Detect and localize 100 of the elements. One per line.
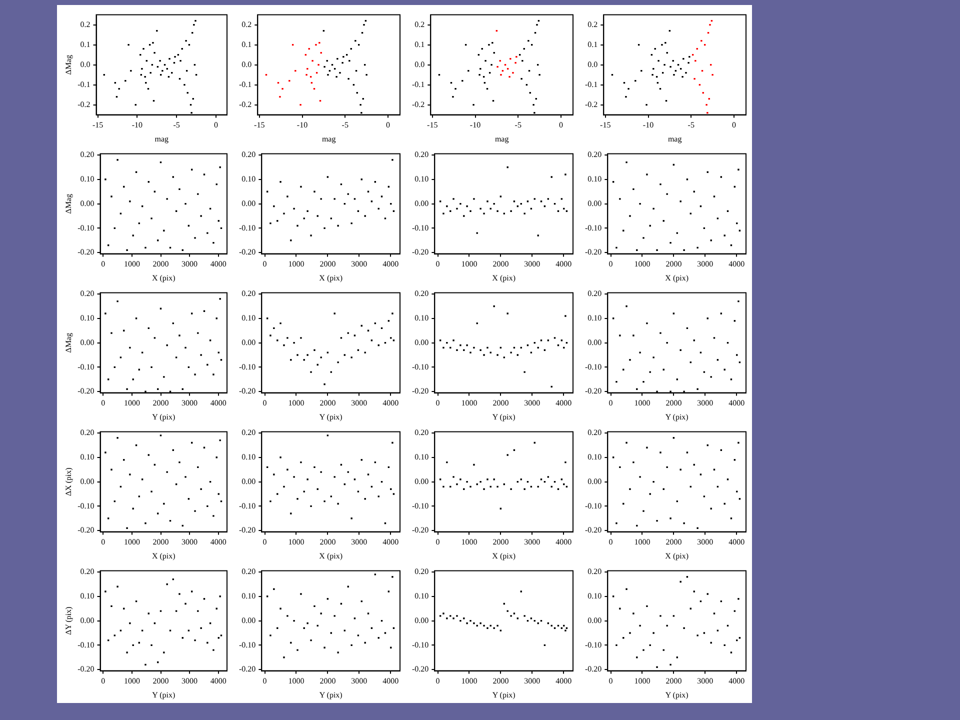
x-tick-label: 2000: [152, 676, 169, 686]
y-tick-label: 0.0: [242, 60, 252, 69]
y-tick-label: 0.10: [242, 452, 256, 462]
y-tick-label: 0.1: [588, 40, 598, 49]
x-axis-title: mag: [668, 134, 682, 144]
y-tick-label: -0.10: [412, 223, 429, 232]
x-tick-label: 2000: [152, 260, 169, 269]
y-tick-label: -0.1: [412, 80, 425, 89]
y-tick-label: -0.10: [584, 640, 602, 650]
y-tick-label: 0.10: [80, 592, 94, 601]
y-tick-label: 0.2: [414, 20, 425, 29]
x-tick-label: 3000: [697, 538, 714, 547]
y-tick-label: 0.20: [414, 150, 429, 160]
y-tick-label: 0.20: [242, 428, 256, 438]
x-tick-label: 4000: [556, 260, 572, 269]
x-axis-title: X (pix): [492, 551, 516, 560]
y-tick-label: 0.1: [242, 40, 252, 49]
y-tick-label: 0.00: [242, 476, 256, 486]
x-tick-label: 0: [436, 676, 440, 686]
y-tick-label: 0.10: [414, 174, 429, 184]
x-tick-label: -15: [427, 120, 438, 130]
y-tick-label: 0.00: [414, 476, 429, 486]
x-axis-title: mag: [322, 134, 336, 144]
y-tick-label: -0.1: [78, 80, 90, 89]
x-tick-label: 2000: [666, 260, 682, 269]
x-tick-label: 4000: [556, 398, 572, 408]
x-tick-label: 3000: [351, 538, 368, 547]
x-tick-label: 1000: [124, 260, 140, 269]
y-tick-label: 0.00: [588, 476, 602, 486]
x-tick-label: -5: [342, 120, 348, 130]
x-axis-title: mag: [154, 134, 169, 144]
y-tick-label: -0.10: [238, 362, 256, 372]
y-tick-label: -0.20: [412, 248, 429, 257]
x-tick-label: 1000: [461, 398, 478, 408]
y-tick-label: 0.00: [588, 198, 602, 208]
x-tick-label: 2000: [492, 260, 509, 269]
x-tick-label: 1000: [634, 260, 650, 269]
y-tick-label: -0.20: [238, 664, 256, 674]
x-tick-label: -5: [688, 120, 694, 130]
y-tick-label: 0.00: [80, 198, 94, 208]
y-tick-label: -0.10: [412, 362, 429, 372]
x-tick-label: 4000: [728, 676, 745, 686]
y-tick-label: 0.10: [588, 452, 602, 462]
x-axis-title: X (pix): [665, 551, 689, 560]
y-tick-label: 0.10: [414, 452, 429, 462]
y-tick-label: 0.00: [414, 338, 429, 347]
x-axis-title: Y (pix): [665, 412, 689, 422]
y-tick-label: -0.10: [412, 640, 429, 650]
y-tick-label: -0.20: [584, 664, 602, 674]
x-tick-label: 0: [608, 398, 613, 408]
y-tick-label: 0.20: [242, 150, 256, 160]
y-tick-label: 0.00: [242, 616, 256, 625]
x-tick-label: 3000: [182, 260, 198, 269]
y-tick-label: 0.20: [588, 428, 602, 438]
y-tick-label: -0.20: [78, 248, 94, 257]
x-axis-title: X (pix): [492, 273, 516, 282]
x-tick-label: 0: [608, 260, 613, 269]
y-tick-label: -0.20: [412, 664, 429, 674]
x-tick-label: -15: [254, 120, 265, 130]
y-tick-label: -0.2: [238, 100, 252, 109]
y-tick-label: 0.20: [414, 428, 429, 438]
x-tick-label: -10: [296, 120, 308, 130]
y-tick-label: -0.20: [78, 664, 94, 674]
y-tick-label: 0.20: [588, 567, 602, 576]
x-tick-label: 3000: [524, 676, 540, 686]
x-tick-label: 0: [262, 398, 267, 408]
x-tick-label: 3000: [182, 538, 198, 547]
y-tick-label: 0.10: [414, 592, 429, 601]
y-tick-label: -0.2: [412, 100, 425, 109]
x-tick-label: 0: [436, 538, 440, 547]
y-tick-label: 0.2: [80, 20, 90, 29]
x-tick-label: 0: [732, 120, 736, 130]
y-tick-label: 0.20: [414, 567, 429, 576]
y-tick-label: -0.10: [78, 362, 94, 372]
x-tick-label: -5: [514, 120, 522, 130]
x-tick-label: 0: [101, 260, 106, 269]
x-tick-label: 4000: [210, 398, 226, 408]
y-axis-title: ΔMag: [64, 54, 73, 75]
x-tick-label: 1000: [634, 398, 650, 408]
y-tick-label: 0.0: [414, 60, 425, 69]
y-tick-label: 0.20: [80, 289, 94, 298]
x-tick-label: 1000: [124, 538, 140, 547]
x-tick-label: 3000: [524, 398, 540, 408]
y-axis-title: ΔX (pix): [64, 467, 73, 496]
x-tick-label: 3000: [697, 260, 714, 269]
y-tick-label: 0.00: [414, 616, 429, 625]
x-axis-title: Y (pix): [152, 690, 176, 700]
y-tick-label: -0.10: [78, 501, 94, 510]
y-axis-title: ΔMag: [64, 332, 73, 353]
x-tick-label: 2000: [666, 538, 682, 547]
y-tick-label: 0.1: [80, 40, 90, 49]
x-tick-label: 3000: [524, 260, 540, 269]
x-tick-label: 0: [436, 398, 440, 408]
x-axis-title: Y (pix): [665, 690, 689, 700]
x-tick-label: 1000: [634, 538, 650, 547]
x-tick-label: 0: [101, 538, 106, 547]
x-axis-title: Y (pix): [152, 412, 176, 422]
x-tick-label: 2000: [320, 398, 336, 408]
x-tick-label: 1000: [124, 398, 140, 408]
x-tick-label: 0: [608, 676, 613, 686]
